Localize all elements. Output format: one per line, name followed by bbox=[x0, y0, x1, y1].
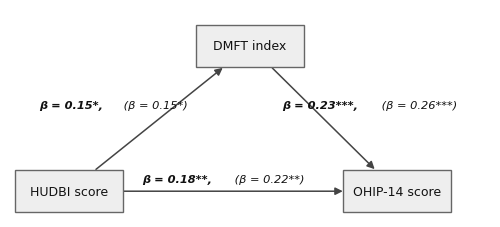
FancyBboxPatch shape bbox=[196, 26, 304, 68]
Text: β = 0.18**,: β = 0.18**, bbox=[142, 174, 212, 184]
Text: HUDBI score: HUDBI score bbox=[30, 185, 108, 198]
FancyBboxPatch shape bbox=[343, 170, 451, 212]
Text: DMFT index: DMFT index bbox=[214, 40, 286, 53]
Text: (β = 0.15*): (β = 0.15*) bbox=[120, 101, 188, 111]
Text: β = 0.15*,: β = 0.15*, bbox=[40, 101, 104, 111]
FancyBboxPatch shape bbox=[15, 170, 122, 212]
Text: (β = 0.26***): (β = 0.26***) bbox=[378, 101, 457, 111]
Text: (β = 0.22**): (β = 0.22**) bbox=[230, 174, 304, 184]
Text: β = 0.23***,: β = 0.23***, bbox=[282, 101, 358, 111]
Text: OHIP-14 score: OHIP-14 score bbox=[353, 185, 441, 198]
